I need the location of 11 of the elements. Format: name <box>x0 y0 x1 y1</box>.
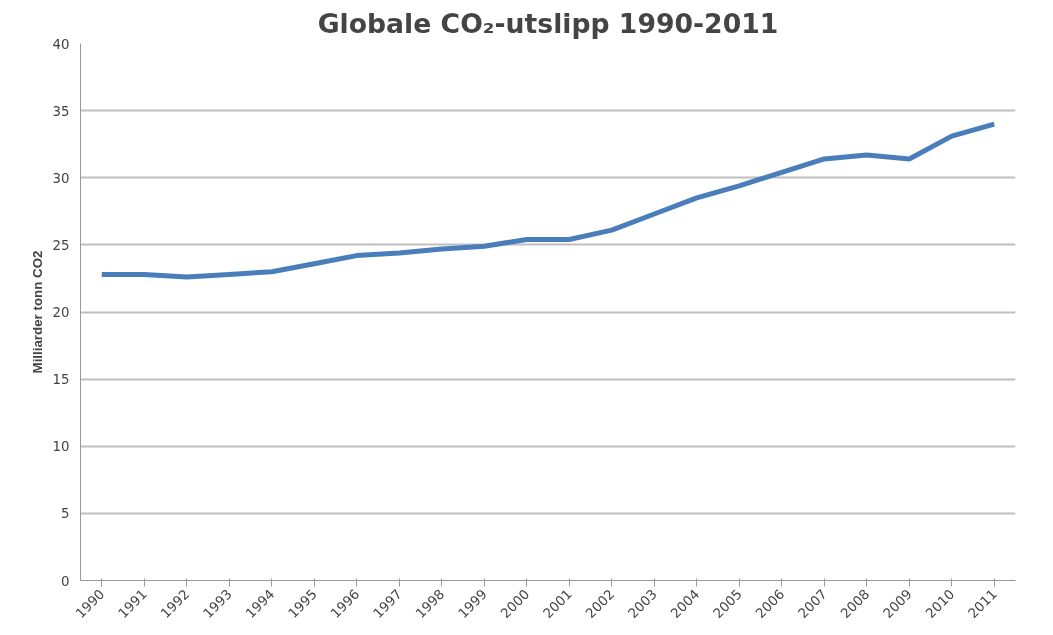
y-tick-label: 5 <box>61 506 70 522</box>
y-axis-title: Milliarder tonn CO2 <box>29 250 45 374</box>
chart-title: Globale CO₂-utslipp 1990-2011 <box>317 7 779 39</box>
y-tick-label: 35 <box>52 103 70 119</box>
y-tick-label: 20 <box>52 305 70 320</box>
y-tick-label: 25 <box>52 237 70 253</box>
y-tick-label: 15 <box>52 372 70 388</box>
y-tick-label: 40 <box>52 36 70 52</box>
y-tick-label: 0 <box>61 573 70 589</box>
y-tick-label: 30 <box>52 170 70 186</box>
y-tick-label: 10 <box>52 439 70 455</box>
